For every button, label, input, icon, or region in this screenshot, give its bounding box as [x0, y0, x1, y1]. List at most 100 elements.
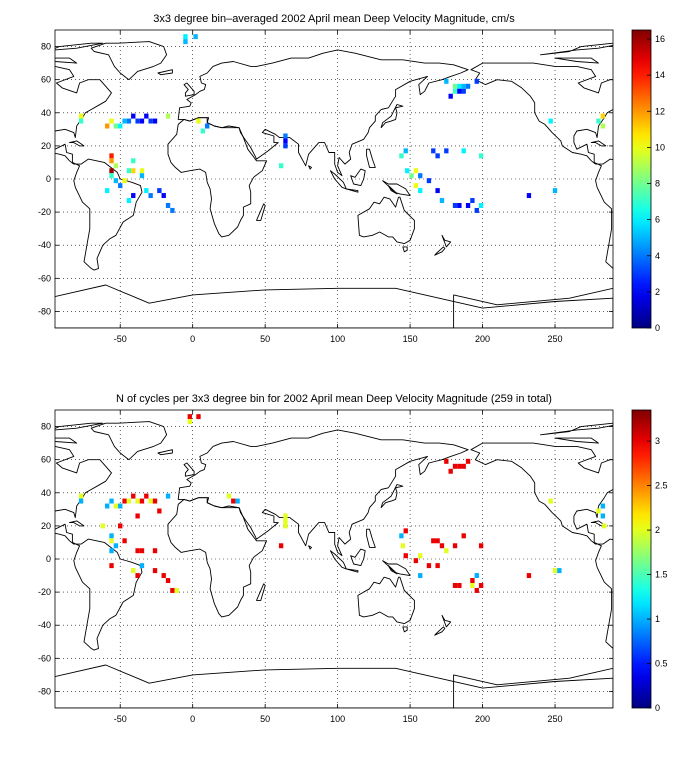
velocity-bin-cell — [157, 188, 162, 194]
coastline — [183, 82, 195, 97]
coastline — [434, 246, 446, 256]
cycles-y-tick-label: -40 — [38, 620, 51, 630]
cycles-bin-cell — [152, 568, 158, 574]
coastline — [357, 196, 415, 245]
cycles-bin-cell — [122, 498, 127, 504]
velocity-colorbar-tick-label: 10 — [655, 142, 665, 152]
cycles-bin-cell — [135, 548, 140, 554]
velocity-colorbar-scale — [631, 29, 652, 329]
cycles-bin-cell — [452, 583, 458, 588]
cycles-y-tick-label: 20 — [41, 521, 51, 531]
velocity-bin-cell — [200, 128, 206, 134]
cycles-y-tick-label: -60 — [38, 653, 51, 663]
cycles-bin-cell — [109, 533, 114, 539]
coastline — [357, 576, 415, 625]
cycles-bin-cell — [139, 498, 145, 504]
cycles-bin-cell — [235, 498, 240, 504]
cycles-bin-cell — [431, 538, 436, 544]
cycles-x-tick-label: 250 — [548, 714, 563, 724]
coastline — [256, 203, 266, 221]
cycles-colorbar: 0 0.5 1 1.5 2 2.5 3 — [631, 409, 668, 713]
velocity-bin-cell — [113, 163, 119, 169]
coastline — [345, 188, 359, 193]
velocity-bin-cell — [461, 88, 466, 94]
cycles-x-tick-label: 0 — [190, 714, 195, 724]
velocity-bin-cell — [126, 198, 132, 204]
velocity-bin-cell — [131, 193, 136, 199]
velocity-chart-title: 3x3 degree bin–averaged 2002 April mean … — [153, 13, 515, 25]
cycles-bin-cell — [439, 543, 445, 549]
velocity-bin-cell — [109, 153, 114, 159]
coastline — [382, 180, 411, 197]
cycles-bin-cell — [444, 548, 449, 554]
cycles-bin-cell — [448, 468, 453, 474]
velocity-colorbar-tick-label: 2 — [655, 287, 660, 297]
coastline — [434, 626, 446, 636]
velocity-bin-cell — [278, 163, 284, 169]
velocity-bin-cell — [465, 83, 471, 89]
velocity-bin-cell — [165, 203, 171, 208]
velocity-colorbar-tick-label: 8 — [655, 179, 660, 189]
coastline — [308, 165, 312, 170]
velocity-bin-cell — [78, 118, 84, 124]
velocity-colorbar-tick-label: 12 — [655, 106, 665, 116]
coastline — [387, 185, 398, 195]
velocity-bin-cell — [461, 148, 466, 154]
velocity-x-tick-label: 250 — [548, 334, 563, 344]
coastline — [350, 168, 366, 187]
velocity-bin-cell — [148, 193, 153, 199]
velocity-bin-cell — [457, 203, 462, 208]
coastline — [167, 117, 268, 238]
velocity-x-tick-label: 150 — [403, 334, 418, 344]
velocity-axes-frame — [54, 29, 614, 329]
velocity-x-tick-label: 50 — [260, 334, 270, 344]
cycles-bin-cell — [418, 553, 423, 559]
cycles-bin-cell — [187, 414, 192, 420]
velocity-bin-cell — [165, 113, 171, 119]
coastline — [590, 140, 607, 147]
velocity-bin-cell — [109, 158, 114, 164]
cycles-colorbar-tick-label: 0.5 — [655, 659, 668, 669]
coastline — [256, 583, 266, 601]
coastline — [540, 42, 613, 56]
coastline — [453, 667, 613, 708]
velocity-bin-cell — [452, 83, 458, 89]
velocity-y-tick-label: -60 — [38, 273, 51, 283]
velocity-bin-cell — [139, 173, 145, 179]
cycles-bin-cell — [148, 498, 153, 504]
cycles-bin-cell — [109, 548, 114, 554]
cycles-bin-cell — [457, 463, 462, 469]
cycles-bin-cell — [226, 493, 232, 499]
velocity-bin-cell — [426, 178, 432, 184]
coastline — [55, 42, 104, 51]
cycles-bin-cell — [135, 498, 140, 504]
coastline — [380, 484, 404, 509]
coastline — [382, 560, 411, 577]
velocity-colorbar-tick-label: 16 — [655, 34, 665, 44]
cycles-bin-cell — [78, 498, 84, 504]
coastline — [69, 520, 85, 527]
velocity-y-tick-label: -80 — [38, 306, 51, 316]
coastline — [55, 445, 143, 651]
cycles-bin-cell — [461, 463, 466, 469]
velocity-bin-cell — [109, 168, 114, 174]
velocity-bin-cell — [444, 78, 449, 84]
cycles-bin-cell — [152, 498, 158, 504]
velocity-bin-cell — [109, 118, 114, 124]
cycles-bin-cell — [552, 568, 558, 574]
coastline — [55, 65, 143, 271]
velocity-bin-cell — [283, 143, 288, 149]
cycles-bin-cell — [470, 578, 475, 584]
velocity-bin-cell — [444, 148, 449, 154]
velocity-bin-cell — [183, 39, 188, 45]
velocity-bin-cell — [418, 173, 423, 179]
cycles-bin-cell — [109, 563, 114, 569]
velocity-bin-cell — [78, 113, 84, 119]
velocity-bin-cell — [418, 188, 423, 194]
velocity-bin-cell — [474, 78, 479, 84]
cycles-x-tick-label: -50 — [114, 714, 127, 724]
velocity-bin-cell — [600, 123, 606, 129]
velocity-bin-cell — [283, 138, 288, 144]
cycles-bin-cell — [403, 528, 408, 534]
coastline — [470, 442, 613, 649]
